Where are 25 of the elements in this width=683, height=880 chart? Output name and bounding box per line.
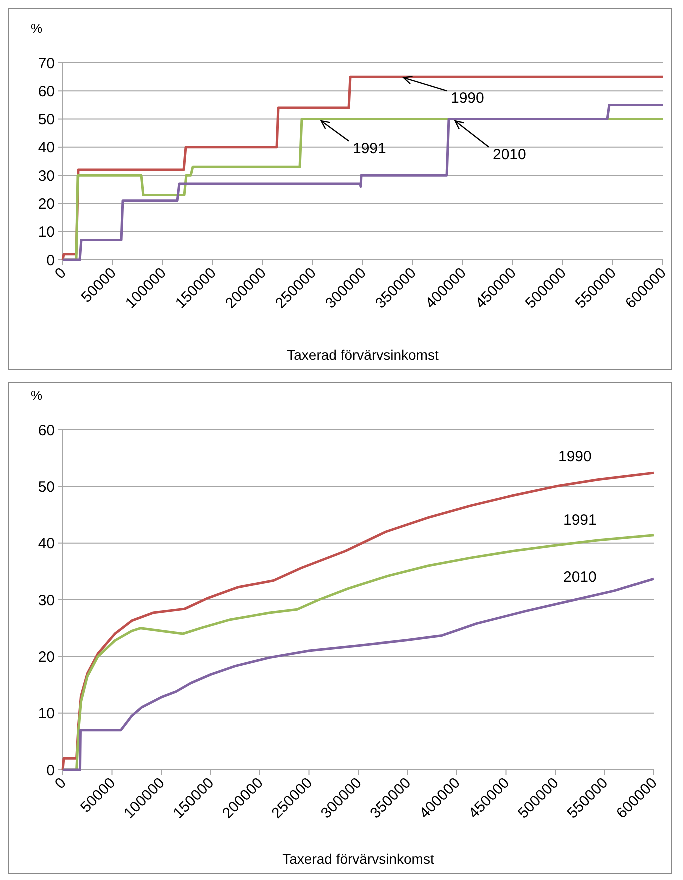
y-axis-title: %	[31, 21, 43, 36]
y-tick-label: 40	[38, 140, 55, 157]
y-tick-label: 20	[38, 196, 55, 213]
y-tick-label: 20	[38, 648, 55, 666]
y-tick-label: 30	[38, 168, 55, 185]
series-label: 2010	[493, 146, 526, 164]
y-tick-label: 50	[38, 112, 55, 129]
series-label: 1991	[353, 140, 386, 158]
y-tick-label: 10	[38, 706, 55, 723]
y-tick-label: 10	[38, 224, 55, 242]
x-axis-title: Taxerad förvärvsinkomst	[287, 347, 439, 363]
y-tick-label: 70	[38, 55, 55, 72]
series-label: 1990	[451, 90, 484, 108]
series-label: 1990	[558, 448, 592, 466]
x-axis-title: Taxerad förvärvsinkomst	[282, 851, 434, 867]
y-tick-label: 40	[38, 536, 55, 553]
y-tick-label: 0	[46, 252, 55, 270]
y-axis-title: %	[31, 388, 43, 403]
y-tick-label: 50	[38, 478, 55, 496]
y-tick-label: 30	[38, 592, 55, 610]
y-tick-label: 0	[46, 762, 55, 780]
series-label: 1991	[564, 512, 597, 530]
y-tick-label: 60	[38, 83, 55, 100]
y-tick-label: 60	[38, 422, 55, 440]
series-label: 2010	[564, 569, 597, 586]
